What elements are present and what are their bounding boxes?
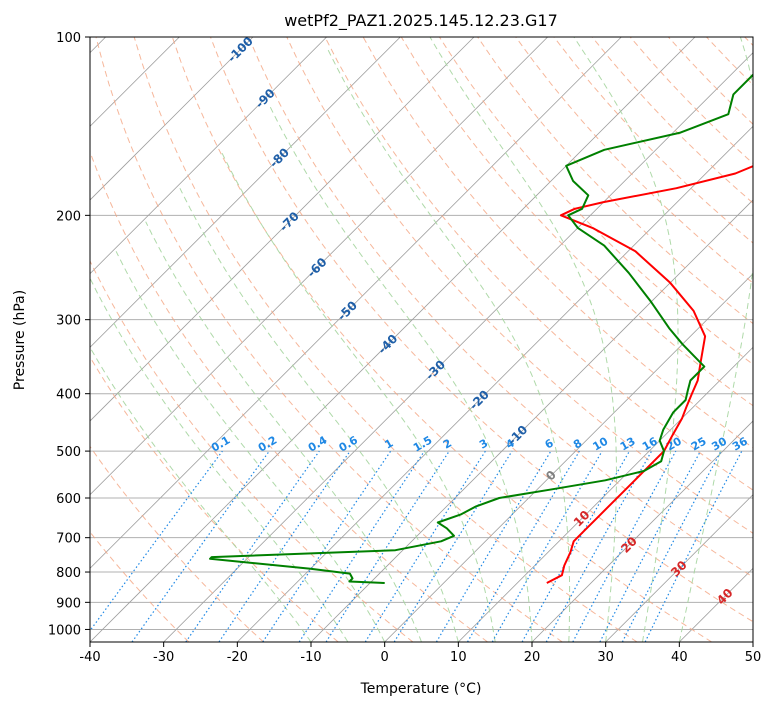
dry-adiabat-line (171, 37, 712, 642)
moist-adiabat-line (429, 37, 617, 642)
dry-adiabat-line (95, 37, 563, 642)
dry-adiabat-line (133, 37, 638, 642)
isotherm-line (90, 37, 475, 422)
y-tick-label: 400 (56, 388, 81, 403)
x-tick-label: 30 (597, 650, 614, 665)
dry-adiabat-line (90, 259, 414, 642)
mixing-ratio-layer: 0.1 0.2 0.4 0.6 1 1.5 2 3 4 6 8 10 13 16 20 25 30 36 (90, 433, 750, 642)
x-tick-label: 0 (381, 650, 389, 665)
moist-adiabat-line (268, 104, 533, 642)
dry-adiabat-line (324, 37, 753, 491)
moist-adiabat-line (115, 251, 386, 642)
dewpoint-profile-line (209, 73, 753, 584)
mixing-ratio-line (545, 450, 653, 642)
isotherm-line (605, 494, 753, 642)
isotherm-line (90, 37, 327, 275)
moist-adiabat-line (145, 221, 422, 642)
isotherm-line (458, 346, 753, 642)
y-tick-label: 100 (56, 31, 81, 46)
x-tick-label: -30 (153, 650, 174, 665)
y-tick-label: 300 (56, 314, 81, 329)
moist-adiabat-line (573, 37, 679, 642)
y-tick-label: 600 (56, 492, 81, 507)
moist-adiabat-line (678, 37, 753, 642)
dry-adiabat-line (248, 37, 753, 578)
moist-adiabat-line (90, 346, 312, 642)
mixing-ratio-line (572, 450, 677, 642)
isotherm-line (90, 37, 254, 201)
x-tick-label: -10 (300, 650, 321, 665)
x-tick-label: -20 (227, 650, 248, 665)
mixing-ratio-line (262, 450, 392, 642)
isotherm-line (163, 52, 753, 642)
y-tick-label: 500 (56, 445, 81, 460)
plot-frame (89, 36, 754, 643)
isotherm-line (531, 420, 753, 642)
x-tick-label: 40 (671, 650, 688, 665)
isotherm-line (90, 37, 696, 642)
x-tick-label: 10 (450, 650, 467, 665)
grid-layer (90, 37, 753, 642)
series-layer (209, 73, 753, 584)
x-tick-label: -40 (79, 650, 100, 665)
mixing-ratio-line (218, 450, 351, 642)
axis-layer: -40 -30 -20 -10 0 10 20 30 40 50 100 200 300 400 500 60… (48, 31, 761, 665)
x-axis-label: Temperature (°C) (360, 681, 482, 697)
chart-title: wetPf2_PAZ1.2025.145.12.23.G17 (284, 11, 558, 31)
isotherm-line (384, 273, 753, 642)
isotherm-line (90, 37, 401, 348)
moist-adiabat-line (179, 187, 459, 642)
mixing-ratio-line (131, 450, 270, 642)
dry-adiabat-line (90, 356, 339, 642)
isotherm-line (90, 37, 548, 496)
mixing-ratio-line (90, 450, 223, 632)
dry-adiabat-line (90, 445, 264, 642)
x-tick-label: 50 (745, 650, 762, 665)
moist-adiabat-line (90, 277, 349, 642)
y-tick-label: 800 (56, 566, 81, 581)
mixing-ratio-line (393, 450, 513, 642)
mixing-ratio-line (298, 450, 425, 642)
y-tick-label: 900 (56, 596, 81, 611)
dry-adiabat-line (286, 37, 753, 534)
mixing-ratio-line (644, 450, 743, 642)
isotherm-line (90, 37, 622, 569)
mixing-ratio-line (325, 450, 450, 642)
dry-adiabat-line (515, 37, 753, 284)
x-tick-label: 20 (524, 650, 541, 665)
y-tick-label: 700 (56, 532, 81, 547)
y-axis-label: Pressure (hPa) (12, 290, 28, 390)
y-tick-label: 200 (56, 209, 81, 224)
isotherm-line (237, 125, 753, 642)
mixing-ratio-line (185, 450, 320, 642)
y-tick-label: 1000 (48, 623, 81, 638)
moist-adiabat-line (219, 149, 496, 642)
